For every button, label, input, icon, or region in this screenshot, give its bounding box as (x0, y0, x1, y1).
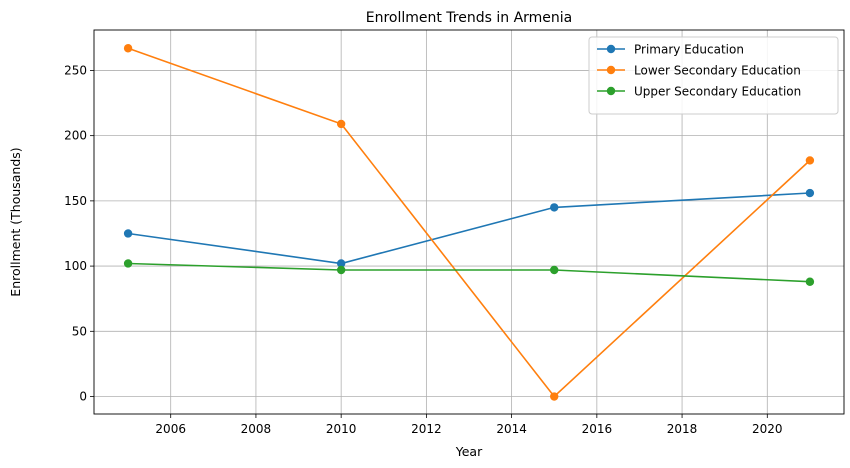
series-1-point (123, 229, 133, 238)
series-line-2 (127, 47, 811, 398)
x-tick-label: 2018 (667, 422, 698, 436)
legend-marker (606, 44, 616, 54)
series-1-point (336, 259, 346, 268)
series-3-point (805, 277, 815, 286)
x-tick-label: 2010 (326, 422, 357, 436)
series-line-3 (128, 262, 810, 283)
y-tick-label: 150 (64, 194, 87, 208)
legend-label: Lower Secondary Education (634, 64, 801, 78)
legend-label: Primary Education (634, 43, 744, 57)
legend-label: Upper Secondary Education (634, 85, 801, 99)
y-tick-label: 100 (64, 259, 87, 273)
series-3-point (336, 265, 346, 275)
legend-marker (606, 65, 616, 75)
series-1-point (805, 188, 815, 198)
chart-title: Enrollment Trends in Armenia (366, 10, 573, 26)
legend: Primary Education Lower Secondary Educati… (588, 36, 839, 115)
x-tick-label: 2006 (155, 422, 186, 436)
y-tick-label: 200 (64, 129, 87, 143)
y-tick-label: 50 (72, 324, 87, 338)
legend-box (588, 36, 839, 115)
series-3-point (123, 259, 133, 268)
series-3-point (550, 265, 559, 275)
x-tick-label: 2016 (582, 422, 613, 436)
axis-ticks: 2006 2008 2010 2012 2014 2016 2018 2020 0 50 100 15… (64, 63, 782, 436)
series-2-point (336, 119, 346, 129)
x-tick-label: 2012 (411, 422, 442, 436)
series-2-point (805, 156, 815, 165)
series-1-point (550, 203, 559, 212)
y-tick-label: 250 (64, 63, 87, 77)
x-tick-label: 2020 (752, 422, 783, 436)
series-2-point (550, 392, 559, 401)
series-layer (123, 44, 815, 401)
series-line-1 (127, 192, 810, 265)
y-tick-label: 0 (79, 390, 87, 404)
y-axis-label: Enrollment (Thousands) (8, 147, 23, 296)
x-tick-label: 2008 (241, 422, 272, 436)
x-axis-label: Year (455, 444, 483, 459)
series-2-point (123, 44, 133, 53)
legend-marker (606, 86, 616, 96)
plot-area-frame (93, 29, 845, 415)
x-tick-label: 2014 (496, 422, 527, 436)
